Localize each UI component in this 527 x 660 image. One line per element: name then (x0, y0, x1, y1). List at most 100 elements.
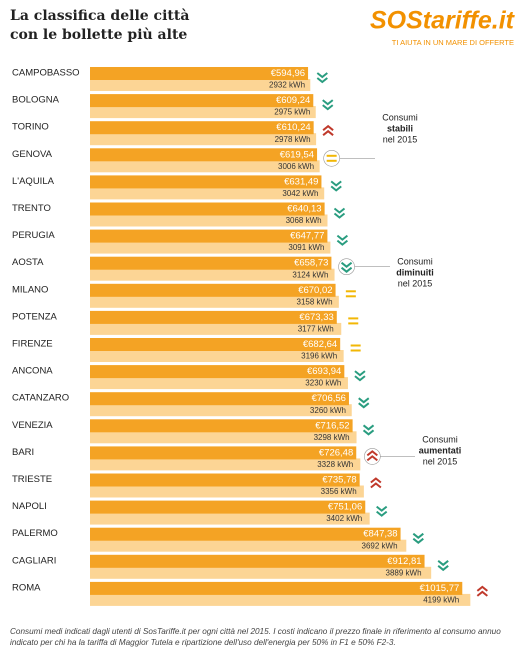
cost-bar (90, 473, 360, 487)
trend-icon (316, 72, 328, 79)
trend-icon (330, 185, 342, 192)
annotation: nel 2015 (398, 278, 433, 288)
kwh-label: 3328 kWh (317, 460, 353, 469)
kwh-bar (90, 295, 339, 308)
category-label: FIRENZE (12, 339, 53, 350)
cost-label: €670,02 (298, 285, 332, 296)
trend-icon (330, 180, 342, 187)
category-label: POTENZA (12, 311, 58, 322)
kwh-bar (90, 485, 364, 498)
cost-bar (90, 554, 425, 568)
trend-icon (322, 104, 334, 111)
trend-icon (376, 505, 388, 512)
kwh-bar (90, 512, 370, 525)
trend-icon (362, 429, 375, 436)
cost-label: €658,73 (294, 258, 328, 269)
cost-label: €693,94 (307, 366, 341, 377)
kwh-label: 3230 kWh (305, 379, 341, 388)
kwh-bar (90, 187, 325, 200)
footer-note: Consumi medi indicati dagli utenti di So… (10, 627, 501, 647)
category-label: CAGLIARI (12, 555, 56, 566)
kwh-bar (90, 377, 348, 390)
trend-icon (366, 455, 378, 462)
category-label: L'AQUILA (12, 176, 55, 187)
kwh-label: 3158 kWh (297, 297, 333, 306)
trend-icon (476, 585, 488, 592)
cost-bar (90, 256, 332, 270)
cost-label: €647,77 (290, 231, 324, 242)
category-label: GENOVA (12, 149, 53, 160)
kwh-bar (90, 268, 335, 281)
cost-label: €673,33 (299, 312, 333, 323)
cost-label: €847,38 (363, 529, 397, 540)
cost-label: €610,24 (276, 122, 310, 133)
kwh-label: 3124 kWh (292, 270, 328, 279)
cost-bar (90, 419, 353, 433)
cost-label: €640,13 (287, 204, 321, 215)
category-label: PALERMO (12, 528, 58, 539)
kwh-bar (90, 133, 317, 146)
cost-bar (90, 229, 328, 243)
trend-icon (362, 424, 375, 431)
icon-ring (323, 150, 340, 167)
trend-icon (322, 129, 334, 136)
trend-icon (333, 207, 346, 214)
category-label: TRIESTE (12, 474, 52, 485)
category-label: NAPOLI (12, 501, 47, 512)
trend-icon (370, 482, 382, 489)
kwh-bar (90, 458, 361, 471)
trend-icon (322, 124, 334, 131)
icon-ring (364, 448, 381, 465)
annotation: Consumi (397, 256, 433, 266)
trend-icon (358, 397, 370, 404)
trend-icon (354, 375, 366, 382)
category-label: TORINO (12, 122, 49, 133)
cost-bar (90, 94, 314, 108)
kwh-label: 3068 kWh (286, 216, 322, 225)
trend-icon (340, 266, 353, 273)
cost-bar (90, 392, 349, 406)
logo: SOStariffe.it (370, 7, 516, 35)
cost-label: €912,81 (387, 556, 421, 567)
cost-label: €706,56 (312, 393, 346, 404)
cost-bar (90, 527, 401, 541)
kwh-bar (90, 160, 320, 173)
category-label: BARI (12, 447, 34, 458)
category-label: MILANO (12, 284, 48, 295)
trend-icon (336, 239, 349, 246)
annotation: stabili (387, 123, 413, 133)
trend-icon (366, 450, 378, 457)
kwh-bar (90, 241, 331, 254)
cost-label: €716,52 (315, 420, 349, 431)
cost-label: €631,49 (284, 176, 318, 187)
kwh-label: 3298 kWh (314, 433, 350, 442)
kwh-label: 2975 kWh (274, 108, 310, 117)
kwh-bar (90, 539, 407, 552)
kwh-label: 3042 kWh (282, 189, 318, 198)
kwh-label: 3091 kWh (288, 243, 324, 252)
kwh-label: 4199 kWh (423, 596, 459, 605)
cost-bar (90, 365, 345, 379)
annotation: diminuiti (396, 267, 434, 277)
kwh-label: 3196 kWh (301, 352, 337, 361)
trend-icon (412, 532, 424, 539)
annotation: aumentati (419, 445, 462, 455)
trend-icon (437, 560, 449, 567)
kwh-bar (90, 404, 352, 417)
cost-label: €619,54 (280, 149, 314, 160)
trend-icon (333, 212, 346, 219)
kwh-label: 3889 kWh (386, 568, 422, 577)
cost-label: €682,64 (303, 339, 337, 350)
tagline: TI AIUTA IN UN MARE DI OFFERTE (392, 38, 514, 47)
cost-bar (90, 148, 318, 162)
kwh-label: 3356 kWh (321, 487, 357, 496)
kwh-bar (90, 350, 344, 362)
cost-label: €1015,77 (420, 583, 460, 594)
trend-icon (437, 565, 449, 572)
kwh-label: 3402 kWh (326, 514, 362, 523)
kwh-label: 2978 kWh (275, 135, 311, 144)
title: con le bollette più alte (10, 27, 187, 43)
kwh-bar (90, 106, 316, 119)
category-label: VENEZIA (12, 420, 53, 431)
trend-icon (316, 77, 328, 84)
